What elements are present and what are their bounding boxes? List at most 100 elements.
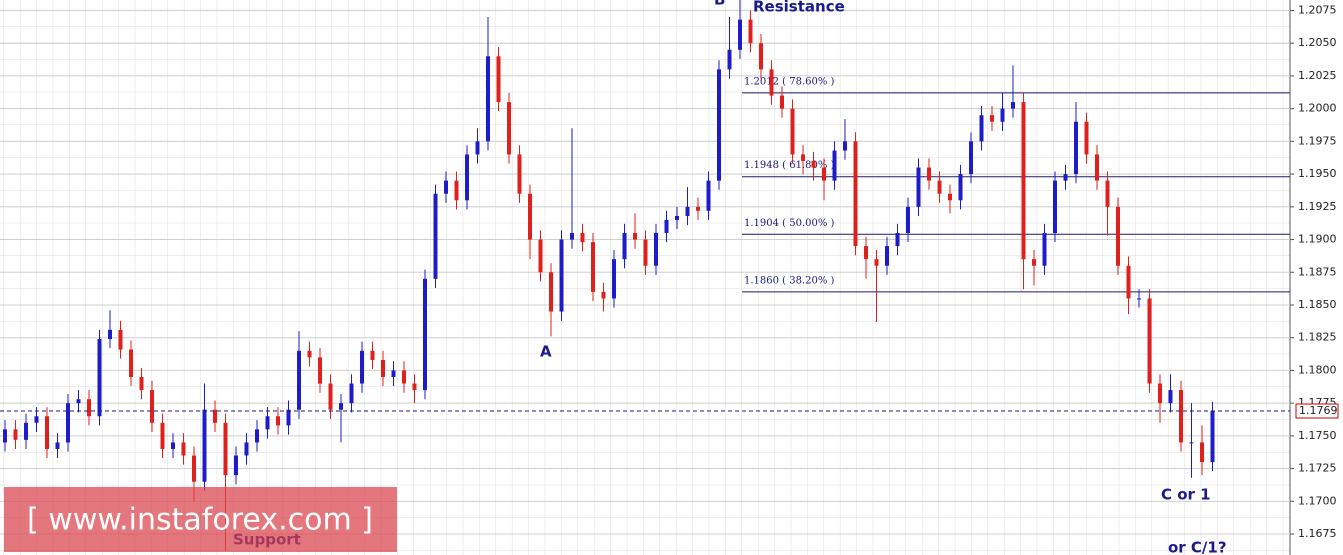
candle-body <box>874 259 879 266</box>
candle-body <box>738 19 742 50</box>
y-tick-label: 1.2075 <box>1298 3 1337 16</box>
y-tick-label: 1.1800 <box>1298 363 1337 376</box>
fib-label: 1.1860 ( 38.20% ) <box>744 275 835 286</box>
candle-body <box>507 102 511 155</box>
candle-body <box>801 154 805 162</box>
candle-body <box>559 239 564 312</box>
candle-body <box>1179 390 1183 443</box>
candle-body <box>591 242 595 292</box>
candle-body <box>381 359 385 377</box>
candle-body <box>433 193 438 279</box>
candle-body <box>328 383 333 410</box>
candle-body <box>76 399 81 404</box>
candle-body <box>958 174 963 201</box>
candle-body <box>822 167 826 181</box>
last-price-box <box>1295 403 1339 419</box>
candle-body <box>1011 102 1015 109</box>
y-tick-label: 1.1750 <box>1298 429 1337 442</box>
candle-body <box>1105 180 1110 207</box>
candle-body <box>423 278 427 391</box>
candle-body <box>1074 121 1078 175</box>
candle-body <box>622 232 627 260</box>
y-tick-label: 1.2050 <box>1298 36 1337 49</box>
candle-body <box>1000 108 1005 122</box>
fib-layer: 1.2012 ( 78.60% ) 1.1948 ( 61.80% ) 1.1904… <box>742 76 1290 293</box>
annotation: Resistance <box>753 0 845 16</box>
candle-body <box>906 206 910 233</box>
candle-body <box>979 115 984 142</box>
candle-body <box>717 69 721 181</box>
candle-body <box>55 442 60 449</box>
candle-body <box>349 383 354 404</box>
watermark-box <box>4 487 397 552</box>
candle-body <box>118 329 123 350</box>
last-price-label: 1.1769 <box>1299 404 1338 417</box>
candle-body <box>307 350 312 358</box>
candle-body <box>1042 232 1047 266</box>
candle-body <box>843 141 847 151</box>
candle-body <box>97 339 102 417</box>
candle-body <box>496 56 501 103</box>
candle-body <box>1021 102 1026 260</box>
y-tick-label: 1.1875 <box>1298 265 1337 278</box>
watermark-text: [ www.instaforex.com ] <box>27 503 373 538</box>
y-tick-label: 1.1850 <box>1298 298 1337 311</box>
candle-body <box>465 154 469 201</box>
candle-body <box>139 376 144 391</box>
candle-body <box>402 370 406 384</box>
candle-body <box>24 422 28 440</box>
candle-body <box>937 180 942 194</box>
candle-body <box>34 416 39 423</box>
candle-body <box>601 291 606 299</box>
candle-body <box>1053 180 1057 233</box>
candle-body <box>696 206 700 211</box>
candle-body <box>1158 383 1162 404</box>
candle-body <box>612 259 616 299</box>
candle-body <box>528 193 532 240</box>
watermark: [ www.instaforex.com ] <box>4 487 397 552</box>
candle-body <box>990 115 994 122</box>
annotation: B <box>714 0 725 9</box>
candle-body <box>685 206 690 216</box>
candle-body <box>1116 206 1120 266</box>
candle-body <box>811 161 816 168</box>
candle-body <box>286 409 291 426</box>
candle-body <box>549 272 553 312</box>
fib-label: 1.1948 ( 61.80% ) <box>744 160 835 171</box>
candle-body <box>318 357 322 384</box>
candle-body <box>234 455 238 476</box>
y-tick-label: 1.2000 <box>1298 102 1337 115</box>
candle-body <box>150 390 154 423</box>
y-tick-label: 1.1900 <box>1298 233 1337 246</box>
y-tick-label: 1.1675 <box>1298 527 1337 540</box>
candle-body <box>748 19 753 44</box>
candle-body <box>706 180 711 211</box>
candle-body <box>391 370 396 377</box>
candle-body <box>885 246 889 266</box>
y-tick-label: 1.1700 <box>1298 494 1337 507</box>
candle-body <box>171 442 175 449</box>
candle-body <box>297 350 301 410</box>
candle-body <box>475 141 480 155</box>
candle-body <box>13 429 18 440</box>
candle-body <box>727 49 732 70</box>
candle-body <box>769 69 774 96</box>
y-tick-label: 1.1950 <box>1298 167 1337 180</box>
candle-body <box>1168 390 1173 404</box>
candle-body <box>276 416 280 426</box>
candle-body <box>570 232 574 240</box>
candle-body <box>664 219 669 233</box>
candle-body <box>265 416 270 430</box>
tick-layer: 1.2075 1.2050 1.2025 1.2000 1.1975 1.1950 1.19… <box>0 3 1339 540</box>
annotation: A <box>540 343 552 361</box>
candle-body <box>895 232 900 247</box>
candle-body <box>360 350 364 384</box>
candle-body <box>1147 298 1152 384</box>
candle-body <box>538 239 543 273</box>
candle-body <box>108 329 112 340</box>
candle-body <box>675 215 679 220</box>
annotation: C or 1 <box>1161 486 1211 504</box>
candle-body <box>3 429 7 443</box>
y-tick-label: 1.1825 <box>1298 331 1337 344</box>
